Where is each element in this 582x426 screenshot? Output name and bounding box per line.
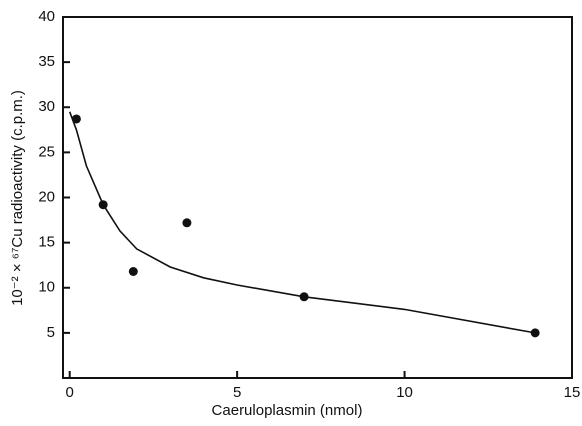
x-tick-label: 5 xyxy=(233,384,241,401)
y-tick-label: 40 xyxy=(38,8,55,25)
x-tick-label: 10 xyxy=(396,384,413,401)
y-tick-label: 10 xyxy=(38,279,55,296)
fit-curve xyxy=(68,111,536,334)
y-tick-label: 20 xyxy=(38,188,55,205)
data-point xyxy=(128,267,138,277)
y-tick-label: 5 xyxy=(47,324,55,341)
y-tick-label: 35 xyxy=(38,53,55,70)
y-tick-label: 15 xyxy=(38,234,55,251)
data-point xyxy=(71,114,81,124)
y-tick-label: 30 xyxy=(38,98,55,115)
y-tick-label: 25 xyxy=(38,143,55,160)
y-axis-label: 10⁻² × ⁶⁷Cu radioactivity (c.p.m.) xyxy=(9,90,26,306)
x-tick-label: 15 xyxy=(564,384,581,401)
data-point xyxy=(182,218,192,228)
plot-frame xyxy=(62,16,573,379)
x-tick-label: 0 xyxy=(66,384,74,401)
x-axis-label: Caeruloplasmin (nmol) xyxy=(212,402,363,419)
